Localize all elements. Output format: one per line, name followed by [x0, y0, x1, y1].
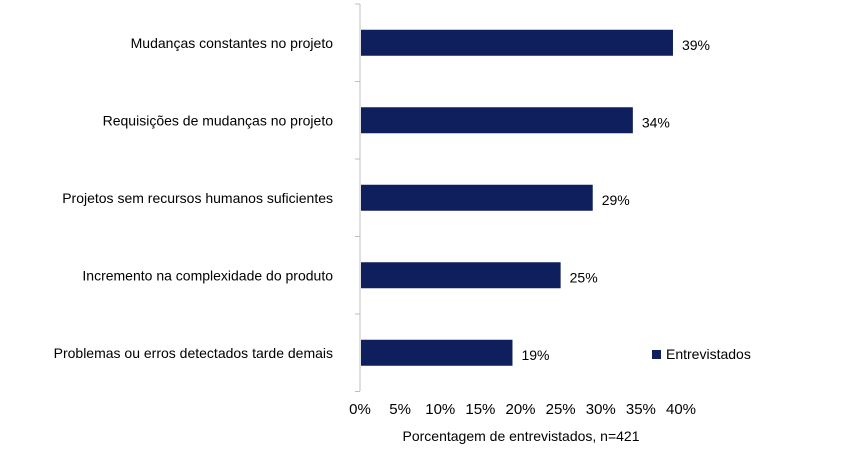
- data-label: 25%: [570, 269, 598, 285]
- category-label: Mudanças constantes no projeto: [131, 35, 334, 51]
- x-tick-label: 15%: [465, 401, 495, 418]
- bar: [361, 262, 561, 289]
- data-label: 39%: [682, 37, 710, 53]
- x-tick-label: 20%: [505, 401, 535, 418]
- bar: [361, 107, 633, 134]
- x-tick-label: 0%: [349, 401, 371, 418]
- category-label: Incremento na complexidade do produto: [82, 267, 333, 283]
- x-tick-label: 30%: [586, 401, 616, 418]
- x-tick-label: 35%: [626, 401, 656, 418]
- bar: [361, 29, 673, 56]
- chart-axes: [355, 3, 361, 392]
- category-label: Projetos sem recursos humanos suficiente…: [62, 190, 333, 206]
- legend-swatch: [652, 350, 661, 359]
- x-tick-label: 10%: [425, 401, 455, 418]
- legend: Entrevistados: [652, 346, 751, 362]
- x-axis-title: Porcentagem de entrevistados, n=421: [403, 428, 640, 444]
- chart-bars: [361, 29, 673, 366]
- category-label: Problemas ou erros detectados tarde dema…: [54, 345, 333, 361]
- x-tick-label: 25%: [546, 401, 576, 418]
- bar: [361, 339, 513, 366]
- x-tick-label: 40%: [666, 401, 696, 418]
- x-tick-label: 5%: [389, 401, 411, 418]
- data-labels: 39% 34% 29% 25% 19%: [521, 37, 710, 363]
- data-label: 19%: [521, 347, 549, 363]
- category-label: Requisições de mudanças no projeto: [103, 112, 334, 128]
- data-label: 34%: [642, 114, 670, 130]
- legend-label: Entrevistados: [666, 346, 751, 362]
- category-labels: Mudanças constantes no projeto Requisiçõe…: [54, 35, 334, 361]
- data-label: 29%: [602, 192, 630, 208]
- bar: [361, 184, 593, 211]
- x-tick-labels: 0% 5% 10% 15% 20% 25% 30% 35% 40%: [349, 401, 696, 418]
